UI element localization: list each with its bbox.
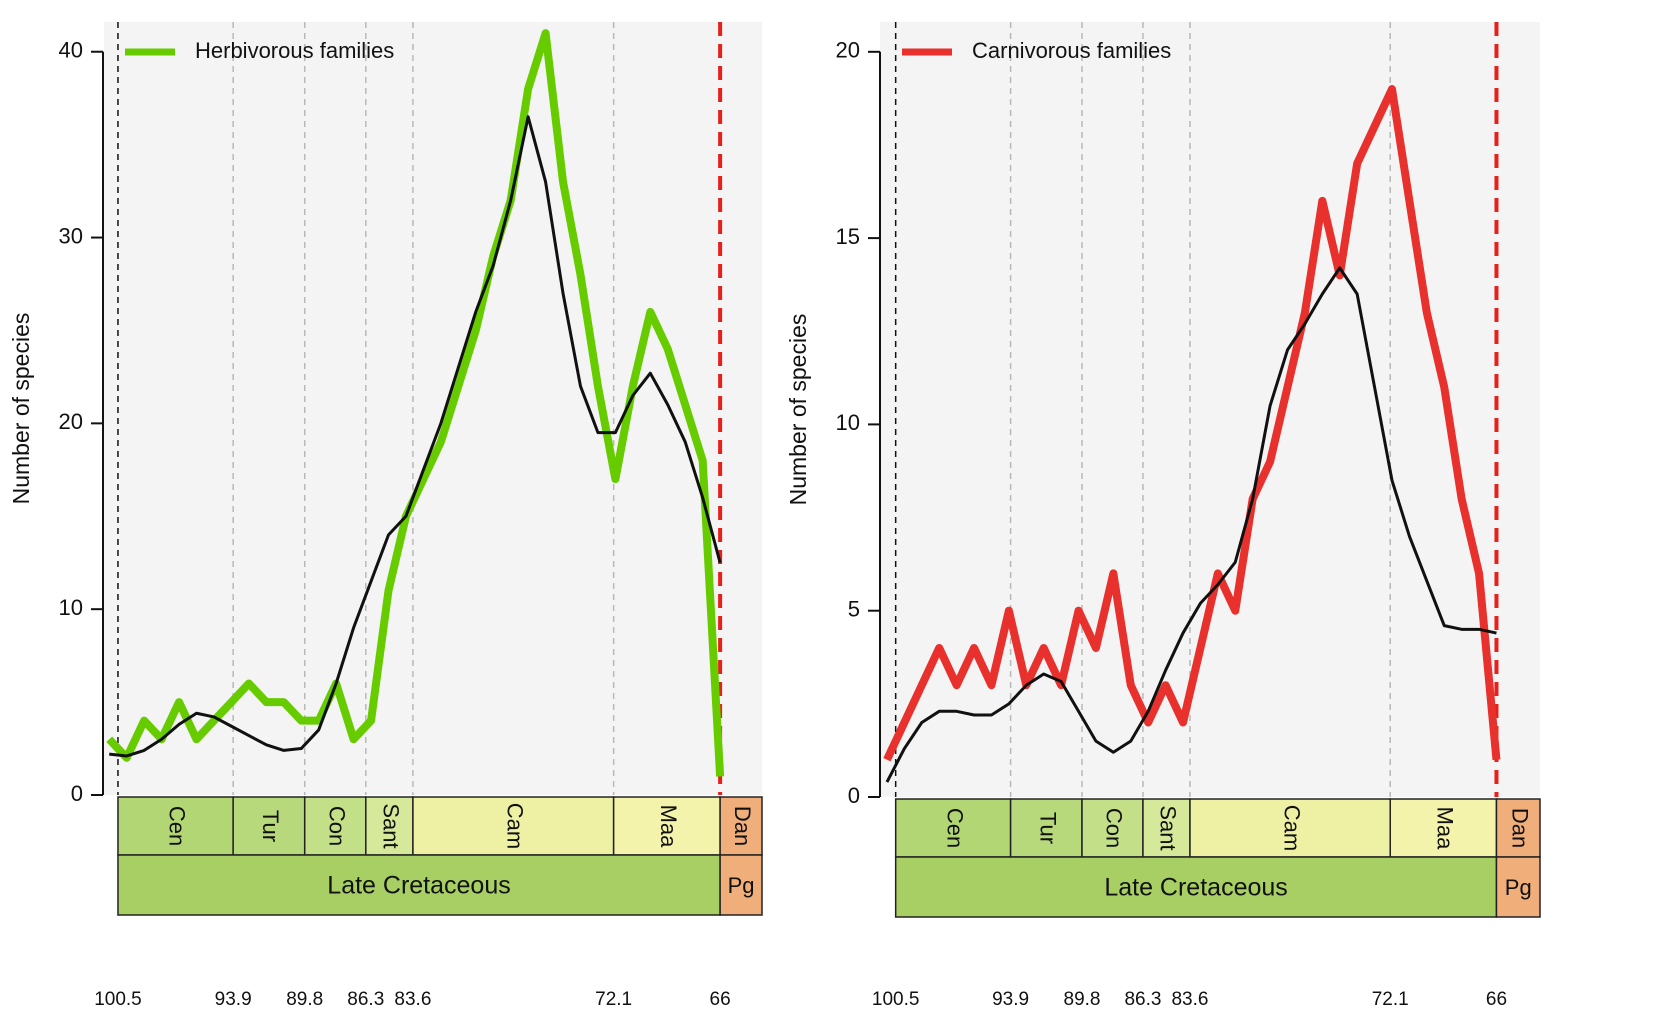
y-tick-label: 0 bbox=[71, 781, 83, 806]
y-tick-label: 0 bbox=[848, 783, 860, 808]
stage-label: Con bbox=[1102, 808, 1127, 848]
stage-box bbox=[117, 796, 234, 856]
y-tick-label: 10 bbox=[836, 410, 860, 435]
y-tick-label: 15 bbox=[836, 224, 860, 249]
y-tick-label: 10 bbox=[59, 595, 83, 620]
x-tick-label: 86.3 bbox=[1124, 989, 1161, 1010]
x-tick-label: 66 bbox=[1486, 989, 1507, 1010]
x-tick-label: 86.3 bbox=[347, 989, 384, 1010]
stage-label: Sant bbox=[379, 803, 404, 848]
stage-label: Sant bbox=[1156, 805, 1181, 850]
period-label: Pg bbox=[728, 873, 755, 898]
stage-label: Cen bbox=[165, 806, 190, 846]
legend-label: Herbivorous families bbox=[195, 38, 394, 63]
x-tick-label: 100.5 bbox=[94, 989, 142, 1010]
x-tick-label: 72.1 bbox=[595, 989, 632, 1010]
period-label: Late Cretaceous bbox=[327, 872, 510, 900]
x-tick-label: 83.6 bbox=[394, 989, 431, 1010]
period-box bbox=[1495, 856, 1541, 918]
stage-box bbox=[1389, 798, 1498, 858]
x-tick-label: 89.8 bbox=[1064, 989, 1101, 1010]
stage-box bbox=[1081, 798, 1144, 858]
x-tick-label: 93.9 bbox=[215, 989, 252, 1010]
y-axis-label: Number of species bbox=[8, 313, 34, 505]
y-tick-label: 30 bbox=[59, 223, 83, 248]
plot-background bbox=[104, 22, 762, 795]
trend-line bbox=[109, 115, 722, 758]
data-line bbox=[883, 85, 1501, 762]
stage-label: Maa bbox=[656, 805, 681, 849]
stage-box bbox=[612, 796, 721, 856]
period-label: Late Cretaceous bbox=[1104, 874, 1287, 902]
plot-background bbox=[880, 22, 1540, 797]
y-tick-label: 40 bbox=[59, 38, 83, 63]
stage-label: Tur bbox=[1035, 812, 1060, 844]
x-tick-label: 83.6 bbox=[1171, 989, 1208, 1010]
x-tick-label: 93.9 bbox=[992, 989, 1029, 1010]
stage-box bbox=[412, 796, 615, 856]
stage-label: Cen bbox=[942, 808, 967, 848]
stage-box bbox=[1009, 798, 1083, 858]
period-box bbox=[719, 854, 763, 916]
x-tick-label: 72.1 bbox=[1372, 989, 1409, 1010]
y-tick-label: 20 bbox=[836, 38, 860, 63]
stage-box bbox=[303, 796, 367, 856]
trend-line bbox=[885, 266, 1497, 783]
stage-box bbox=[365, 796, 414, 856]
period-label: Pg bbox=[1505, 875, 1532, 900]
y-tick-label: 20 bbox=[59, 409, 83, 434]
stage-label: Cam bbox=[502, 803, 527, 849]
x-tick-label: 66 bbox=[710, 989, 731, 1010]
stage-label: Dan bbox=[1507, 808, 1532, 848]
stage-box bbox=[1189, 798, 1391, 858]
stage-label: Maa bbox=[1433, 807, 1458, 851]
stage-label: Dan bbox=[730, 806, 755, 846]
stage-box bbox=[719, 796, 763, 856]
data-line bbox=[106, 29, 725, 777]
x-tick-label: 100.5 bbox=[872, 989, 920, 1010]
y-axis-label: Number of species bbox=[785, 314, 811, 506]
stage-box bbox=[1142, 798, 1191, 858]
stage-label: Tur bbox=[258, 810, 283, 842]
y-tick-label: 5 bbox=[848, 597, 860, 622]
stage-label: Cam bbox=[1279, 805, 1304, 851]
x-tick-label: 89.8 bbox=[286, 989, 323, 1010]
legend-label: Carnivorous families bbox=[972, 38, 1171, 63]
stage-label: Con bbox=[324, 806, 349, 846]
period-box bbox=[894, 856, 1498, 918]
